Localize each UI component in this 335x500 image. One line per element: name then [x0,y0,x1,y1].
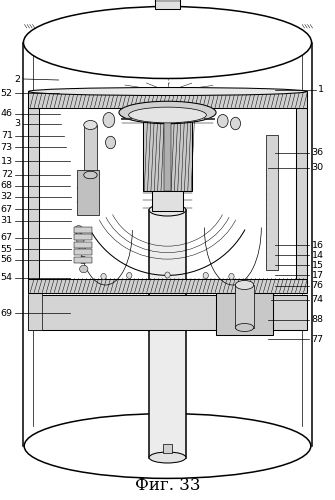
Text: 56: 56 [1,255,13,264]
Text: 73: 73 [1,142,13,152]
Ellipse shape [217,114,228,128]
Text: 3: 3 [15,120,21,128]
Bar [74,256,92,262]
Text: 76: 76 [312,282,324,290]
Ellipse shape [103,112,115,128]
Text: 17: 17 [312,270,324,280]
Bar [28,105,39,290]
Bar [143,118,192,191]
Text: 67: 67 [1,234,13,242]
Text: 46: 46 [1,109,13,118]
Ellipse shape [24,414,311,478]
Text: 16: 16 [312,240,324,250]
Ellipse shape [84,120,97,130]
Text: 72: 72 [1,170,13,179]
Ellipse shape [203,272,208,278]
Text: 77: 77 [312,334,324,344]
Bar [235,285,254,328]
Bar [84,125,97,175]
Text: 31: 31 [1,216,13,225]
Bar [216,292,273,335]
Ellipse shape [74,226,83,234]
Ellipse shape [77,236,84,244]
Ellipse shape [229,274,234,280]
Ellipse shape [28,88,307,96]
Text: Фиг. 33: Фиг. 33 [135,476,200,494]
Text: 55: 55 [1,244,13,254]
Ellipse shape [235,280,254,289]
Ellipse shape [150,114,185,124]
Bar [149,210,186,458]
Text: 74: 74 [312,296,324,304]
Text: 1: 1 [318,86,324,94]
Ellipse shape [149,204,186,216]
Text: 88: 88 [312,316,324,324]
Ellipse shape [165,272,170,278]
Bar [74,234,92,240]
Ellipse shape [127,272,132,278]
Ellipse shape [84,171,97,179]
Bar [164,118,171,191]
Ellipse shape [235,324,254,332]
Bar [28,92,307,108]
Bar [155,0,180,9]
Ellipse shape [119,101,216,124]
Text: 54: 54 [1,273,13,282]
Bar [151,191,184,211]
Ellipse shape [101,274,106,280]
Text: 15: 15 [312,260,324,270]
Ellipse shape [80,265,88,273]
Bar [74,226,92,232]
Text: 52: 52 [1,88,13,98]
Ellipse shape [106,136,116,149]
Bar [296,105,307,290]
Ellipse shape [23,6,312,78]
Bar [77,170,99,215]
Text: 36: 36 [312,148,324,157]
Bar [266,135,278,270]
Ellipse shape [230,117,241,130]
Ellipse shape [149,452,186,463]
Bar [28,292,42,330]
Text: 71: 71 [1,132,13,140]
Text: 13: 13 [1,156,13,166]
Text: 30: 30 [312,163,324,172]
Bar [28,278,307,292]
Text: 68: 68 [1,181,13,190]
Ellipse shape [79,246,85,254]
Bar [163,444,172,452]
Bar [74,249,92,255]
Text: 2: 2 [15,74,21,84]
Ellipse shape [129,107,206,123]
Bar [74,242,92,248]
Text: 32: 32 [1,192,13,201]
Text: 67: 67 [1,204,13,214]
Text: 14: 14 [312,250,324,260]
Text: 69: 69 [1,308,13,318]
Bar [28,295,307,330]
Ellipse shape [79,256,87,264]
